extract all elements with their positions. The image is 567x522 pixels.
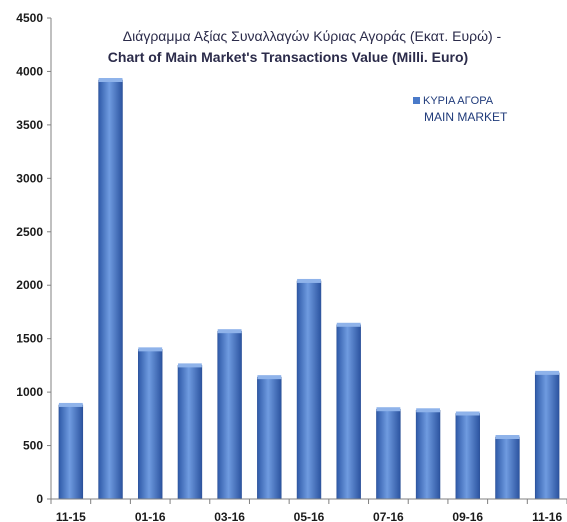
bar-top [336,322,361,327]
bar-top [138,347,163,352]
bar [138,349,163,500]
y-tick-label: 0 [36,492,43,506]
x-tick-label: 11-16 [532,510,562,522]
y-tick-label: 4500 [16,11,43,25]
bar-top [297,278,321,283]
bar-top [217,329,242,334]
bar-top [455,411,480,416]
bar-top [535,370,560,375]
bars-group [58,78,560,500]
bar [98,79,123,500]
bar-top [376,407,401,412]
bar [415,409,441,500]
x-tick-label: 11-15 [56,510,86,522]
bar-top [98,78,123,82]
bar-top [58,402,83,407]
x-tick-label: 09-16 [452,510,483,522]
bar [58,404,84,500]
bar-top [495,435,520,439]
x-tick-label: 01-16 [135,510,166,522]
bar [534,372,560,500]
y-tick-label: 2000 [16,278,43,292]
legend-label-english: MAIN MARKET [424,110,508,124]
legend: ΚΥΡΙΑ ΑΓΟΡΑ MAIN MARKET [413,95,508,124]
bar [495,436,520,500]
y-axis: 0 500 1000 1500 2000 2500 3000 3500 4000 4500 [16,11,52,506]
y-tick-label: 1500 [16,332,43,346]
y-tick-label: 500 [23,439,43,453]
y-tick-label: 4000 [16,64,43,78]
x-tick-label: 03-16 [214,510,245,522]
x-tick-label: 07-16 [373,510,404,522]
y-tick-label: 1000 [16,385,43,399]
bar-top [416,408,440,413]
bar-top [257,375,282,380]
bar [336,324,361,500]
legend-label-greek: ΚΥΡΙΑ ΑΓΟΡΑ [423,95,494,107]
bar [376,408,401,500]
chart-title: Διάγραμμα Αξίας Συναλλαγών Κύριας Αγοράς… [123,28,502,44]
x-tick-label: 05-16 [294,510,325,522]
x-axis: 11-15 01-16 03-16 05-16 07-16 09-16 11-16 [50,498,567,522]
legend-swatch [413,97,420,104]
bar [455,413,480,500]
bar [217,330,242,500]
bar-top [178,363,202,368]
y-tick-label: 3000 [16,171,43,185]
y-tick-label: 3500 [16,118,43,132]
bar [296,280,322,500]
y-tick-label: 2500 [16,225,43,239]
bar [257,376,282,500]
bar [177,365,203,500]
chart-subtitle: Chart of Main Market's Transactions Valu… [108,49,468,65]
